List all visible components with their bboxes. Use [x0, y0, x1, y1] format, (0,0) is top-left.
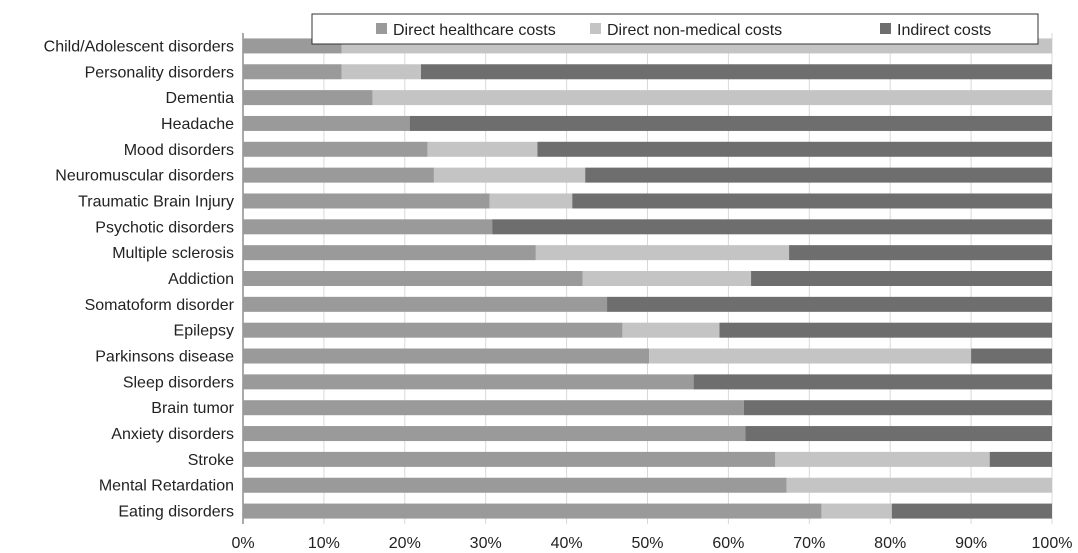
category-label: Addiction [168, 271, 234, 288]
legend-swatch [880, 23, 891, 34]
bar-segment [989, 451, 1052, 467]
bar-segment [433, 167, 586, 183]
bar-segment [537, 141, 1052, 157]
bar-segment [243, 219, 493, 235]
bar-segment [243, 503, 822, 519]
bar-segment [535, 245, 790, 261]
bar-segment [719, 322, 1052, 338]
bar-segment [243, 477, 787, 493]
category-label: Traumatic Brain Injury [78, 193, 234, 210]
category-label: Somatoform disorder [85, 297, 235, 314]
category-label: Multiple sclerosis [112, 245, 234, 262]
category-label: Headache [161, 116, 234, 133]
bar-segment [243, 245, 536, 261]
category-labels: Child/Adolescent disorders Personality di… [44, 38, 235, 520]
bar-segment [372, 90, 1052, 106]
bar-segment [492, 219, 1052, 235]
bar-segment [585, 167, 1052, 183]
bar-segment [409, 115, 1052, 131]
bar-segment [243, 426, 746, 442]
bars [243, 38, 1053, 519]
bar-segment [649, 348, 972, 364]
legend-label: Direct non-medical costs [607, 22, 782, 39]
category-label: Mental Retardation [99, 478, 234, 495]
bar-segment [243, 271, 583, 286]
bar-segment [622, 322, 720, 338]
bar-segment [751, 271, 1052, 286]
category-label: Neuromuscular disorders [55, 168, 234, 185]
category-label: Sleep disorders [123, 374, 234, 391]
bar-segment [891, 503, 1052, 519]
x-tick-label: 70% [793, 535, 825, 552]
legend: Direct healthcare costs Direct non-medica… [311, 13, 1039, 45]
bar-segment [243, 141, 428, 157]
bar-segment [743, 400, 1052, 416]
legend-label: Direct healthcare costs [393, 22, 556, 39]
bar-segment [243, 348, 650, 364]
category-label: Personality disorders [85, 64, 234, 81]
bar-segment [243, 374, 694, 390]
x-tick-label: 0% [231, 535, 254, 552]
category-label: Epilepsy [174, 323, 234, 340]
legend-swatch [376, 23, 387, 34]
x-tick-label: 20% [389, 535, 421, 552]
category-label: Child/Adolescent disorders [44, 38, 234, 55]
category-label: Dementia [166, 90, 235, 107]
x-tick-label: 60% [712, 535, 744, 552]
category-label: Brain tumor [151, 400, 234, 417]
bar-segment [243, 64, 342, 80]
x-tick-label: 80% [874, 535, 906, 552]
category-label: Mood disorders [124, 142, 234, 159]
bar-segment [243, 167, 434, 183]
bar-segment [582, 271, 752, 286]
x-tick-label: 40% [551, 535, 583, 552]
bar-segment [572, 193, 1052, 209]
bar-segment [821, 503, 892, 519]
category-label: Anxiety disorders [111, 426, 234, 443]
legend-label: Indirect costs [897, 22, 991, 39]
bar-segment [243, 451, 776, 467]
category-label: Stroke [188, 452, 234, 469]
category-label: Psychotic disorders [95, 219, 234, 236]
bar-segment [693, 374, 1052, 390]
x-tick-label: 30% [470, 535, 502, 552]
bar-segment [607, 296, 1052, 312]
bar-segment [420, 64, 1053, 80]
category-label: Parkinsons disease [95, 349, 234, 366]
bar-segment [775, 451, 990, 467]
bar-segment [786, 477, 1052, 493]
bar-segment [427, 141, 538, 157]
bar-segment [745, 426, 1052, 442]
bar-segment [243, 115, 410, 131]
x-tick-label: 100% [1032, 535, 1073, 552]
bar-segment [341, 64, 421, 80]
x-tick-label: 10% [308, 535, 340, 552]
x-axis-tick-labels: 0% 10% 20% 30% 40% 50% 60% 70% 80% 90% 100% [231, 535, 1072, 552]
bar-segment [243, 322, 623, 338]
bar-segment [243, 296, 608, 312]
bar-segment [243, 193, 490, 209]
legend-swatch [590, 23, 601, 34]
category-label: Eating disorders [118, 504, 234, 521]
x-tick-label: 90% [955, 535, 987, 552]
legend-box [311, 13, 1039, 45]
x-tick-label: 50% [631, 535, 663, 552]
bar-segment [243, 90, 373, 106]
bar-segment [489, 193, 573, 209]
bar-segment [971, 348, 1052, 364]
bar-segment [243, 400, 744, 416]
bar-segment [789, 245, 1052, 261]
